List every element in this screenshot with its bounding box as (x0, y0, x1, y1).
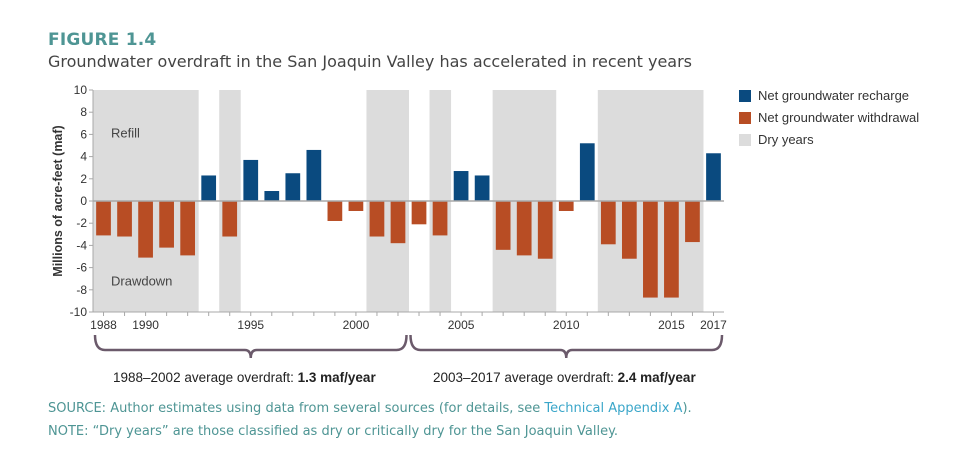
legend-swatch-recharge (739, 89, 751, 102)
bar-1988 (96, 201, 111, 236)
y-tick-label: -8 (76, 283, 87, 297)
source-text: SOURCE: Author estimates using data from… (48, 401, 545, 416)
bar-1995 (243, 159, 259, 201)
x-tick-label: 1988 (90, 318, 117, 332)
bar-2012 (600, 201, 616, 245)
x-tick-label: 2005 (448, 318, 475, 332)
legend-label: Net groundwater withdrawal (758, 110, 920, 125)
bar-2006 (474, 175, 490, 201)
bar-2015 (664, 201, 679, 298)
note: NOTE: “Dry years” are those classified a… (48, 424, 619, 439)
legend-label: Dry years (758, 132, 814, 147)
x-tick-label: 2015 (658, 318, 685, 332)
drawdown-annotation: Drawdown (111, 273, 172, 288)
y-tick-label: -10 (70, 305, 88, 319)
figure-label: FIGURE 1.4 (48, 30, 157, 50)
x-tick-label: 1990 (132, 318, 159, 332)
legend-withdrawal: Net groundwater withdrawal (739, 110, 919, 125)
bar-1997 (285, 173, 301, 201)
bar-2003 (411, 201, 427, 225)
y-tick-label: -6 (76, 261, 87, 275)
legend-label: Net groundwater recharge (758, 88, 910, 103)
period-bracket-1 (93, 334, 408, 359)
y-tick-label: 8 (80, 105, 87, 119)
y-tick-label: 0 (80, 194, 87, 208)
bar-2008 (516, 201, 532, 256)
period-bracket-2 (409, 334, 724, 359)
bar-1996 (264, 191, 280, 201)
bar-2002 (390, 201, 406, 244)
bar-1990 (138, 201, 153, 258)
bar-1994 (222, 201, 238, 237)
x-tick-label: 2017 (700, 318, 727, 332)
figure-title: Groundwater overdraft in the San Joaquin… (48, 52, 693, 71)
bar-1998 (306, 149, 322, 201)
source-text: ). (682, 401, 692, 416)
y-tick-label: -2 (76, 216, 87, 230)
bar-2014 (643, 201, 658, 298)
bar-2016 (685, 201, 700, 243)
technical-appendix-link[interactable]: Technical Appendix A (544, 401, 683, 416)
bar-2009 (537, 201, 553, 259)
bar-2004 (432, 201, 448, 236)
y-tick-label: 4 (80, 150, 87, 164)
period-1-summary: 1988–2002 average overdraft: 1.3 maf/yea… (113, 370, 376, 385)
y-tick-label: 2 (80, 172, 87, 186)
bar-2000 (348, 201, 364, 211)
bar-1993 (201, 175, 217, 201)
period-value: 1.3 maf/year (297, 370, 376, 385)
y-axis-label: Millions of acre-feet (maf) (51, 125, 65, 276)
refill-annotation: Refill (111, 126, 140, 141)
bar-1989 (117, 201, 132, 237)
bar-1999 (327, 201, 343, 221)
bar-2005 (453, 171, 469, 201)
bar-2011 (579, 143, 595, 201)
period-2-summary: 2003–2017 average overdraft: 2.4 maf/yea… (433, 370, 696, 385)
legend-swatch-dry (739, 133, 751, 146)
y-tick-label: 6 (80, 127, 87, 141)
period-label: 1988–2002 average overdraft: (113, 370, 298, 385)
bar-2007 (495, 201, 511, 250)
period-label: 2003–2017 average overdraft: (433, 370, 618, 385)
bar-2001 (369, 201, 385, 237)
bar-2017 (706, 153, 721, 201)
y-tick-label: -4 (76, 238, 87, 252)
legend-swatch-withdrawal (739, 111, 751, 124)
bar-1991 (159, 201, 174, 248)
legend-recharge: Net groundwater recharge (739, 88, 909, 103)
legend-dry: Dry years (739, 132, 814, 147)
x-tick-label: 2010 (553, 318, 580, 332)
bar-2013 (621, 201, 637, 259)
source-note: SOURCE: Author estimates using data from… (48, 401, 692, 416)
period-value: 2.4 maf/year (617, 370, 696, 385)
bar-2010 (558, 201, 574, 211)
bar-1992 (180, 201, 196, 256)
x-tick-label: 1995 (237, 318, 264, 332)
x-tick-label: 2000 (343, 318, 370, 332)
y-tick-label: 10 (74, 83, 88, 97)
